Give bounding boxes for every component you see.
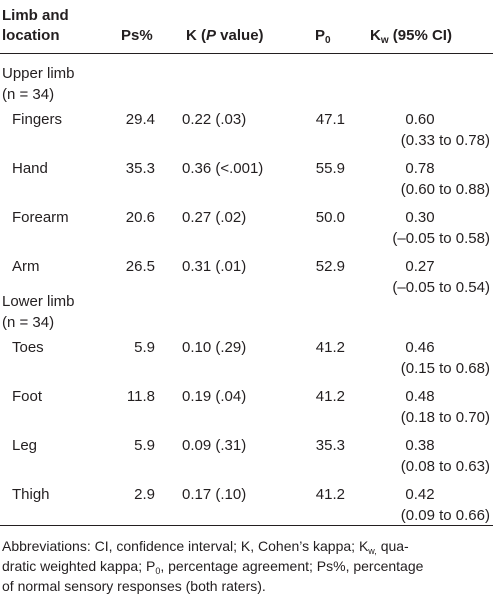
cell-p0: 52.9 <box>315 258 345 275</box>
cell-kw: 0.30 <box>405 209 435 226</box>
cell-ps: 26.5 <box>125 258 155 275</box>
group-label: Lower limb <box>2 293 75 310</box>
cell-ci: (0.18 to 0.70) <box>400 409 490 426</box>
cell-ci: (0.08 to 0.63) <box>400 458 490 475</box>
footnote: Abbreviations: CI, confidence interval; … <box>2 538 424 594</box>
cell-k: 0.22 (.03) <box>182 111 247 128</box>
cell-k: 0.09 (.31) <box>182 437 247 454</box>
cell-k: 0.17 (.10) <box>182 486 247 503</box>
cell-location: Arm <box>12 258 40 275</box>
cell-p0: 47.1 <box>315 111 345 128</box>
cell-ci: (0.33 to 0.78) <box>400 132 490 149</box>
header-limb-location: Limb and location <box>2 7 69 44</box>
bottom-rule <box>0 525 493 526</box>
cell-location: Thigh <box>12 486 50 503</box>
group-count: (n = 34) <box>2 314 55 331</box>
header-kw: Kw (95% CI) <box>370 27 452 46</box>
cell-location: Hand <box>12 160 48 177</box>
header-ps: Ps% <box>121 27 153 44</box>
cell-ci: (0.60 to 0.88) <box>400 181 490 198</box>
cell-kw: 0.42 <box>405 486 435 503</box>
cell-k: 0.27 (.02) <box>182 209 247 226</box>
cell-location: Foot <box>12 388 43 405</box>
cell-p0: 41.2 <box>315 486 345 503</box>
cell-p0: 50.0 <box>315 209 345 226</box>
group-label: Upper limb <box>2 65 75 82</box>
cell-p0: 41.2 <box>315 339 345 356</box>
cell-k: 0.36 (<.001) <box>182 160 264 177</box>
cell-p0: 41.2 <box>315 388 345 405</box>
header-rule <box>0 53 493 54</box>
cell-ps: 5.9 <box>134 339 155 356</box>
cell-ci: (–0.05 to 0.58) <box>392 230 490 247</box>
cell-location: Forearm <box>12 209 69 226</box>
cell-ps: 11.8 <box>126 388 155 405</box>
cell-k: 0.10 (.29) <box>182 339 247 356</box>
header-k: K (P value) <box>186 27 264 44</box>
cell-ps: 2.9 <box>134 486 155 503</box>
cell-location: Leg <box>12 437 38 454</box>
cell-k: 0.31 (.01) <box>182 258 247 275</box>
cell-ps: 35.3 <box>125 160 155 177</box>
cell-kw: 0.78 <box>405 160 435 177</box>
cell-location: Toes <box>12 339 44 356</box>
cell-ci: (0.15 to 0.68) <box>400 360 490 377</box>
cell-ps: 20.6 <box>125 209 155 226</box>
cell-kw: 0.27 <box>405 258 435 275</box>
group-count: (n = 34) <box>2 86 55 103</box>
cell-k: 0.19 (.04) <box>182 388 247 405</box>
cell-ps: 5.9 <box>134 437 155 454</box>
cell-kw: 0.48 <box>405 388 435 405</box>
cell-kw: 0.60 <box>405 111 435 128</box>
cell-kw: 0.38 <box>405 437 435 454</box>
cell-kw: 0.46 <box>405 339 435 356</box>
cell-ps: 29.4 <box>125 111 155 128</box>
cell-p0: 55.9 <box>315 160 345 177</box>
cell-location: Fingers <box>12 111 63 128</box>
header-p0: P0 <box>315 27 331 46</box>
cell-ci: (–0.05 to 0.54) <box>392 279 490 296</box>
cell-p0: 35.3 <box>315 437 345 454</box>
cell-ci: (0.09 to 0.66) <box>400 507 490 524</box>
